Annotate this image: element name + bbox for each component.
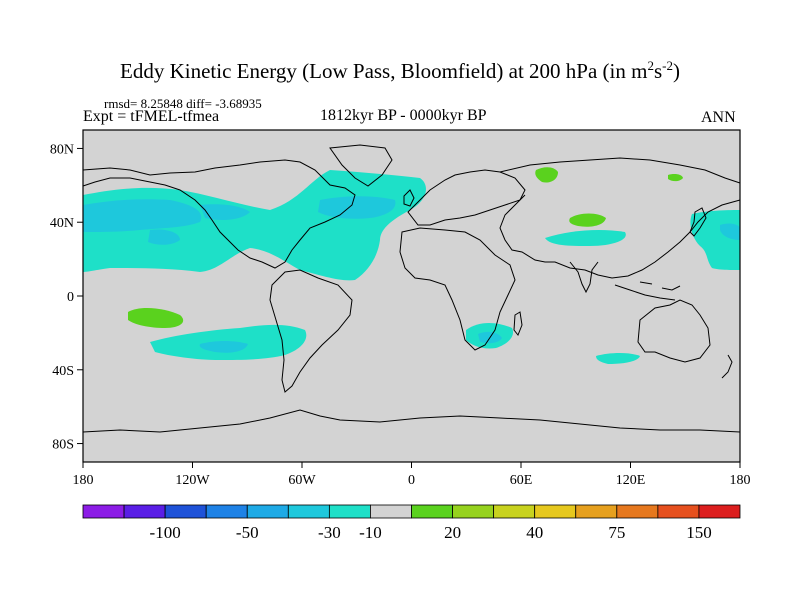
africa-coast (399, 227, 516, 351)
colorbar-swatch (698, 504, 741, 519)
colorbar-swatch (657, 504, 700, 519)
central-asia-band (545, 230, 626, 246)
lon-tick-label: 120E (616, 473, 646, 488)
atlantic-core (318, 196, 396, 219)
north-pacific-core-2 (200, 204, 250, 220)
lat-tick-label: 80N (50, 142, 74, 157)
colorbar-swatch (370, 504, 412, 519)
colorbar-swatch (205, 504, 248, 519)
north-russia-positive (535, 167, 558, 183)
north-pacific-core (83, 199, 202, 232)
title-unit-s: s (653, 59, 663, 83)
lon-tick-label: 180 (730, 473, 751, 488)
colorbar-label: -100 (150, 523, 181, 542)
colorbar-swatch (287, 504, 330, 519)
season-label: ANN (701, 109, 736, 126)
title-superscript-2: -2 (662, 58, 673, 73)
colorbar-swatch (493, 504, 536, 519)
plot-title: Eddy Kinetic Energy (Low Pass, Bloomfiel… (0, 58, 800, 84)
lat-tick-label: 40N (50, 216, 74, 231)
anomaly-shading (83, 167, 740, 364)
lon-tick-label: 60E (510, 473, 533, 488)
colorbar-swatch (575, 504, 618, 519)
japan-coast (689, 207, 707, 237)
title-superscript-1: 2 (647, 58, 654, 73)
central-asia-positive (569, 213, 606, 227)
title-text: Eddy Kinetic Energy (Low Pass, Bloomfiel… (120, 59, 648, 83)
antarctica-coast (82, 409, 741, 433)
colorbar-label: -30 (318, 523, 341, 542)
europe-coast (407, 169, 526, 226)
south-pacific-core (199, 341, 248, 353)
colorbar-swatch (452, 504, 495, 519)
longitude-axis: 180 120W 60W 0 60E 120E 180 (73, 462, 751, 488)
lon-tick-label: 60W (288, 473, 316, 488)
title-close: ) (672, 59, 680, 83)
colorbar-swatch (82, 504, 125, 519)
australia-coast (637, 299, 711, 363)
colorbar-swatch (164, 504, 207, 519)
lon-tick-label: 120W (175, 473, 210, 488)
south-indian-band (596, 353, 640, 364)
indonesia-coast (614, 281, 681, 301)
greenland-coast (329, 144, 393, 187)
coastlines (82, 144, 741, 433)
south-america-coast (269, 269, 353, 393)
northwest-pacific-core (720, 223, 740, 240)
lon-tick-label: 0 (408, 473, 415, 488)
period-label: 1812kyr BP - 0000kyr BP (320, 107, 487, 124)
colorbar-swatch (246, 504, 289, 519)
colorbar-swatch (616, 504, 659, 519)
siberia-positive (668, 174, 683, 182)
experiment-label: Expt = tFMEL-tfmea (83, 108, 220, 125)
stats-text: rmsd= 8.25848 diff= -3.68935 (104, 96, 262, 111)
colorbar-swatch (328, 504, 371, 519)
madagascar-coast (513, 311, 523, 336)
lon-tick-label: 180 (73, 473, 94, 488)
india-coast (569, 261, 599, 294)
latitude-axis: 80N 40N 0 40S 80S (50, 142, 83, 453)
uk-coast (403, 189, 415, 207)
south-pacific-positive (128, 308, 184, 328)
colorbar-label: -10 (359, 523, 382, 542)
colorbar-label: -50 (236, 523, 259, 542)
new-zealand-coast (721, 354, 733, 379)
colorbar-swatch (411, 504, 453, 519)
colorbar-label: 40 (526, 523, 543, 542)
colorbar-swatch (534, 504, 577, 519)
colorbar: -100 -50 -30 -10 20 40 75 150 (82, 504, 741, 542)
colorbar-label: 75 (608, 523, 625, 542)
colorbar-swatch (123, 504, 166, 519)
pacific-core-east (148, 229, 180, 245)
lat-tick-label: 80S (52, 438, 74, 453)
colorbar-label: 20 (444, 523, 461, 542)
lat-tick-label: 40S (52, 364, 74, 379)
north-america-coast (82, 159, 356, 269)
lat-tick-label: 0 (67, 290, 74, 305)
colorbar-label: 150 (686, 523, 712, 542)
